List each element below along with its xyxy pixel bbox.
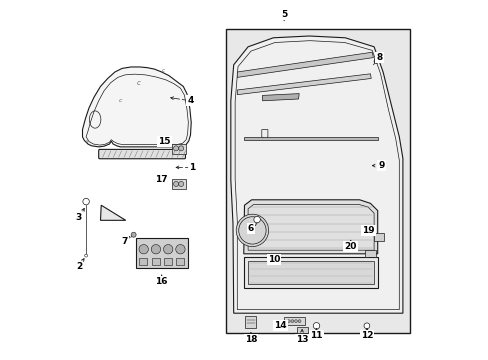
Polygon shape	[244, 257, 377, 288]
Polygon shape	[262, 94, 299, 101]
Bar	[365, 250, 375, 257]
Text: 13: 13	[295, 335, 308, 343]
Polygon shape	[244, 137, 377, 140]
Text: 16: 16	[155, 277, 167, 286]
Bar	[373, 58, 378, 61]
Bar	[136, 238, 187, 268]
Text: 1: 1	[189, 163, 195, 172]
Text: 14: 14	[274, 321, 286, 330]
Circle shape	[290, 320, 293, 323]
Circle shape	[363, 323, 369, 329]
Circle shape	[298, 320, 301, 323]
Polygon shape	[230, 36, 402, 313]
Circle shape	[151, 244, 160, 254]
Circle shape	[131, 232, 136, 237]
Circle shape	[175, 244, 185, 254]
Text: s: s	[86, 139, 88, 144]
Bar	[226, 29, 409, 333]
Circle shape	[82, 198, 89, 205]
Polygon shape	[244, 200, 377, 254]
Polygon shape	[237, 52, 373, 77]
Bar	[172, 144, 186, 154]
Circle shape	[139, 244, 148, 254]
FancyBboxPatch shape	[99, 149, 185, 159]
Bar	[296, 327, 307, 333]
Bar	[284, 317, 305, 325]
Text: 20: 20	[344, 242, 356, 251]
Polygon shape	[247, 261, 373, 284]
Text: c: c	[119, 98, 122, 103]
Text: 12: 12	[360, 331, 372, 340]
Bar	[244, 316, 256, 328]
Text: 11: 11	[309, 331, 322, 340]
Text: 7: 7	[122, 237, 128, 246]
Text: c: c	[162, 68, 164, 73]
Circle shape	[163, 244, 172, 254]
Text: c: c	[136, 80, 140, 86]
Circle shape	[373, 59, 378, 63]
Circle shape	[178, 146, 183, 151]
Circle shape	[178, 181, 183, 186]
Text: 4: 4	[187, 96, 193, 105]
Text: 2: 2	[76, 262, 82, 271]
Bar	[139, 258, 147, 265]
Circle shape	[173, 181, 178, 186]
Text: 9: 9	[377, 161, 384, 170]
Circle shape	[253, 216, 260, 223]
Text: 17: 17	[155, 175, 168, 184]
Text: 15: 15	[158, 136, 170, 145]
Bar	[373, 233, 384, 241]
Circle shape	[236, 214, 268, 247]
Polygon shape	[82, 67, 191, 147]
Text: 6: 6	[247, 224, 254, 233]
Bar	[151, 258, 159, 265]
Polygon shape	[237, 74, 370, 95]
Text: 3: 3	[76, 213, 82, 222]
Text: 18: 18	[244, 335, 257, 343]
Circle shape	[84, 254, 87, 257]
Bar	[176, 258, 183, 265]
Text: 19: 19	[362, 226, 374, 235]
Circle shape	[294, 320, 297, 323]
Text: 8: 8	[376, 53, 382, 62]
Bar	[172, 179, 186, 189]
Circle shape	[287, 320, 289, 323]
Text: 5: 5	[281, 10, 286, 19]
Circle shape	[313, 323, 319, 329]
Text: 10: 10	[267, 255, 280, 264]
Polygon shape	[101, 205, 125, 220]
Circle shape	[173, 146, 178, 151]
Bar	[163, 258, 171, 265]
